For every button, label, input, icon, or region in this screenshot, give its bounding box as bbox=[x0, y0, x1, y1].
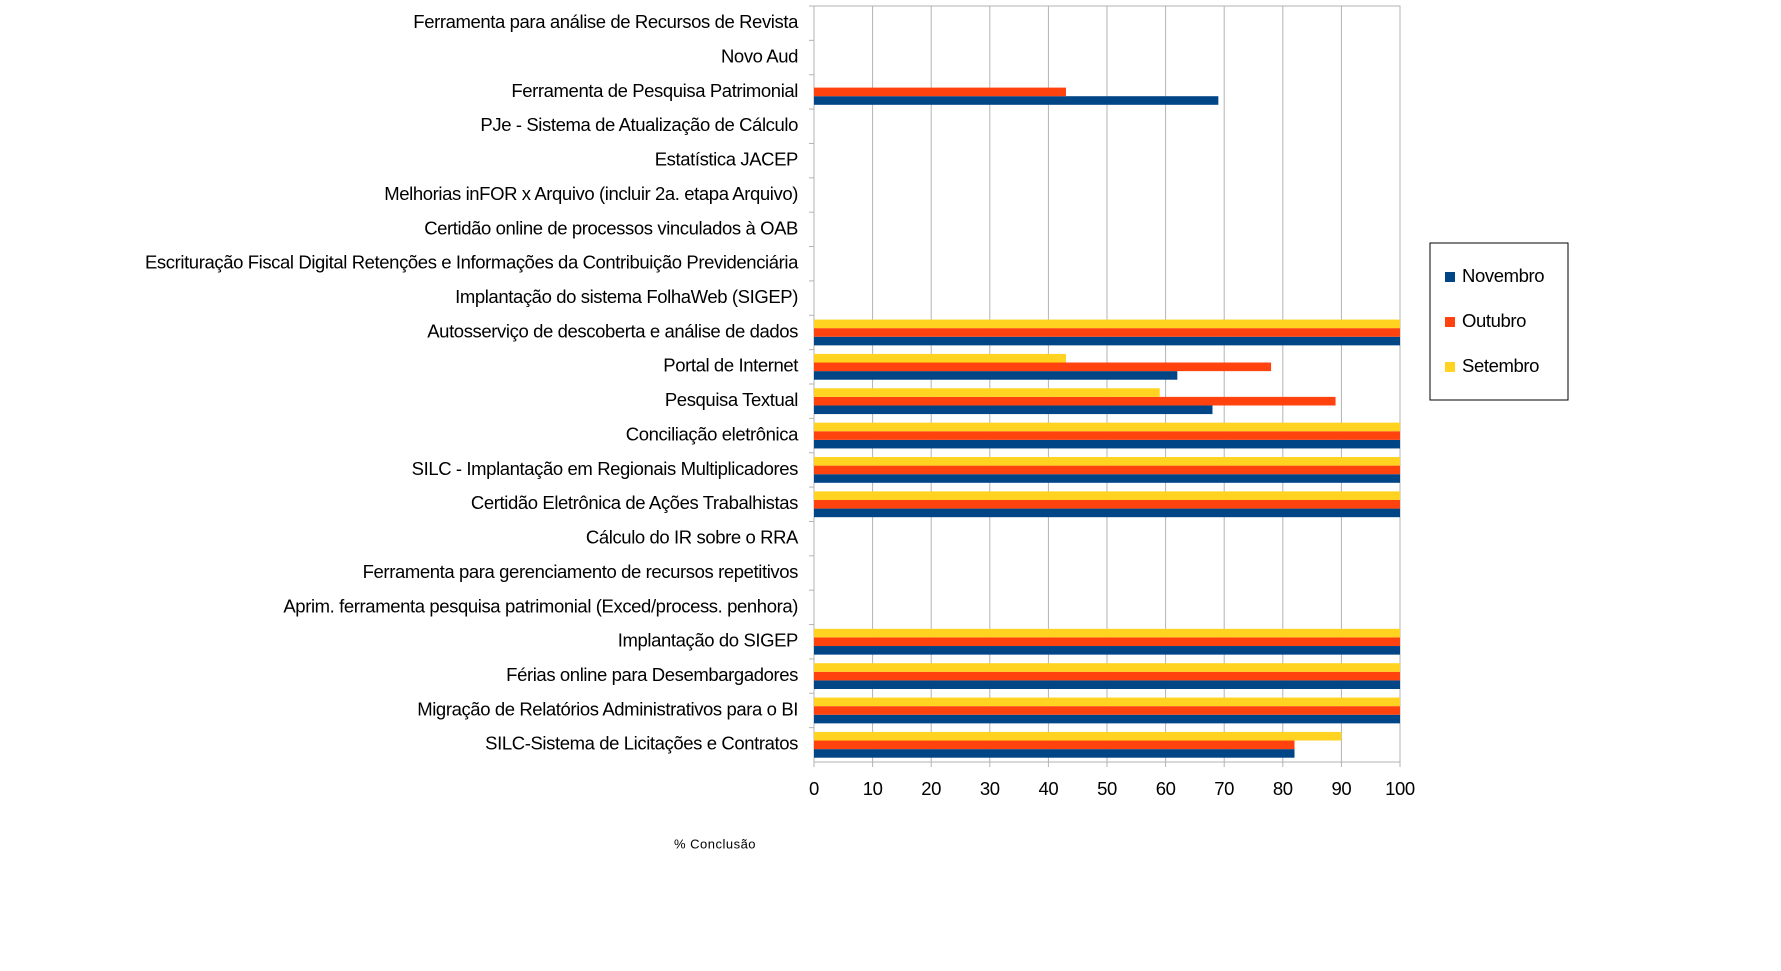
bar bbox=[814, 637, 1400, 647]
bar bbox=[814, 396, 1336, 406]
bar bbox=[814, 508, 1400, 518]
x-tick-label: 50 bbox=[1097, 778, 1117, 799]
legend-swatch bbox=[1445, 362, 1455, 372]
y-tick-label: Migração de Relatórios Administrativos p… bbox=[417, 698, 798, 719]
bar bbox=[814, 336, 1400, 346]
bar bbox=[814, 87, 1066, 97]
y-tick-label: Implantação do SIGEP bbox=[618, 630, 798, 651]
y-tick-label: Escrituração Fiscal Digital Retenções e … bbox=[145, 252, 799, 273]
bar bbox=[814, 697, 1400, 707]
bar bbox=[814, 431, 1400, 440]
y-tick-label: Ferramenta para gerenciamento de recurso… bbox=[363, 561, 799, 582]
y-tick-label: SILC-Sistema de Licitações e Contratos bbox=[485, 733, 798, 754]
y-tick-label: Novo Aud bbox=[721, 45, 798, 66]
bar bbox=[814, 96, 1219, 105]
x-tick-label: 60 bbox=[1156, 778, 1176, 799]
x-tick-label: 10 bbox=[863, 778, 883, 799]
legend-label: Outubro bbox=[1462, 310, 1526, 331]
bar bbox=[814, 680, 1400, 689]
bar bbox=[814, 671, 1400, 681]
bar bbox=[814, 353, 1066, 363]
y-tick-label: Portal de Internet bbox=[663, 355, 798, 376]
x-tick-label: 40 bbox=[1039, 778, 1059, 799]
y-tick-label: Pesquisa Textual bbox=[665, 389, 798, 410]
y-tick-label: Aprim. ferramenta pesquisa patrimonial (… bbox=[283, 595, 798, 616]
bar bbox=[814, 457, 1400, 466]
y-tick-label: Conciliação eletrônica bbox=[626, 423, 799, 444]
bar bbox=[814, 740, 1295, 750]
bar bbox=[814, 371, 1178, 380]
bar bbox=[814, 714, 1400, 724]
y-tick-label: Férias online para Desembargadores bbox=[506, 664, 798, 685]
y-tick-label: Certidão online de processos vinculados … bbox=[424, 217, 798, 238]
y-tick-label: Ferramenta de Pesquisa Patrimonial bbox=[511, 80, 798, 101]
y-tick-label: SILC - Implantação em Regionais Multipli… bbox=[412, 458, 798, 479]
bar bbox=[814, 439, 1400, 449]
y-tick-label: Ferramenta para análise de Recursos de R… bbox=[413, 11, 799, 32]
x-tick-label: 90 bbox=[1332, 778, 1352, 799]
bar bbox=[814, 474, 1400, 483]
bar bbox=[814, 491, 1400, 500]
x-axis-title: % Conclusão bbox=[674, 836, 756, 851]
y-tick-label: Autosserviço de descoberta e análise de … bbox=[427, 320, 798, 341]
bar bbox=[814, 319, 1400, 329]
x-tick-label: 20 bbox=[921, 778, 941, 799]
y-tick-label: PJe - Sistema de Atualização de Cálculo bbox=[480, 114, 798, 135]
y-tick-label: Certidão Eletrônica de Ações Trabalhista… bbox=[471, 492, 798, 513]
legend-swatch bbox=[1445, 272, 1455, 282]
x-tick-label: 80 bbox=[1273, 778, 1293, 799]
legend-label: Novembro bbox=[1462, 265, 1544, 286]
y-tick-label: Melhorias inFOR x Arquivo (incluir 2a. e… bbox=[384, 183, 798, 204]
y-tick-label: Cálculo do IR sobre o RRA bbox=[586, 527, 799, 548]
bar bbox=[814, 422, 1400, 432]
bar bbox=[814, 706, 1400, 715]
bar bbox=[814, 749, 1295, 758]
legend-label: Setembro bbox=[1462, 355, 1539, 376]
y-tick-label: Estatística JACEP bbox=[655, 149, 798, 170]
y-tick-label: Implantação do sistema FolhaWeb (SIGEP) bbox=[455, 286, 798, 307]
bar bbox=[814, 731, 1342, 741]
x-tick-label: 30 bbox=[980, 778, 1000, 799]
bar bbox=[814, 499, 1400, 509]
bar bbox=[814, 628, 1400, 638]
x-tick-label: 0 bbox=[809, 778, 819, 799]
x-tick-label: 70 bbox=[1214, 778, 1234, 799]
x-tick-label: 100 bbox=[1385, 778, 1415, 799]
bar bbox=[814, 388, 1160, 397]
bar bbox=[814, 465, 1400, 475]
bar bbox=[814, 328, 1400, 337]
bar bbox=[814, 646, 1400, 655]
bar bbox=[814, 362, 1272, 372]
bar bbox=[814, 663, 1400, 672]
legend-swatch bbox=[1445, 317, 1455, 327]
bar bbox=[814, 405, 1213, 415]
